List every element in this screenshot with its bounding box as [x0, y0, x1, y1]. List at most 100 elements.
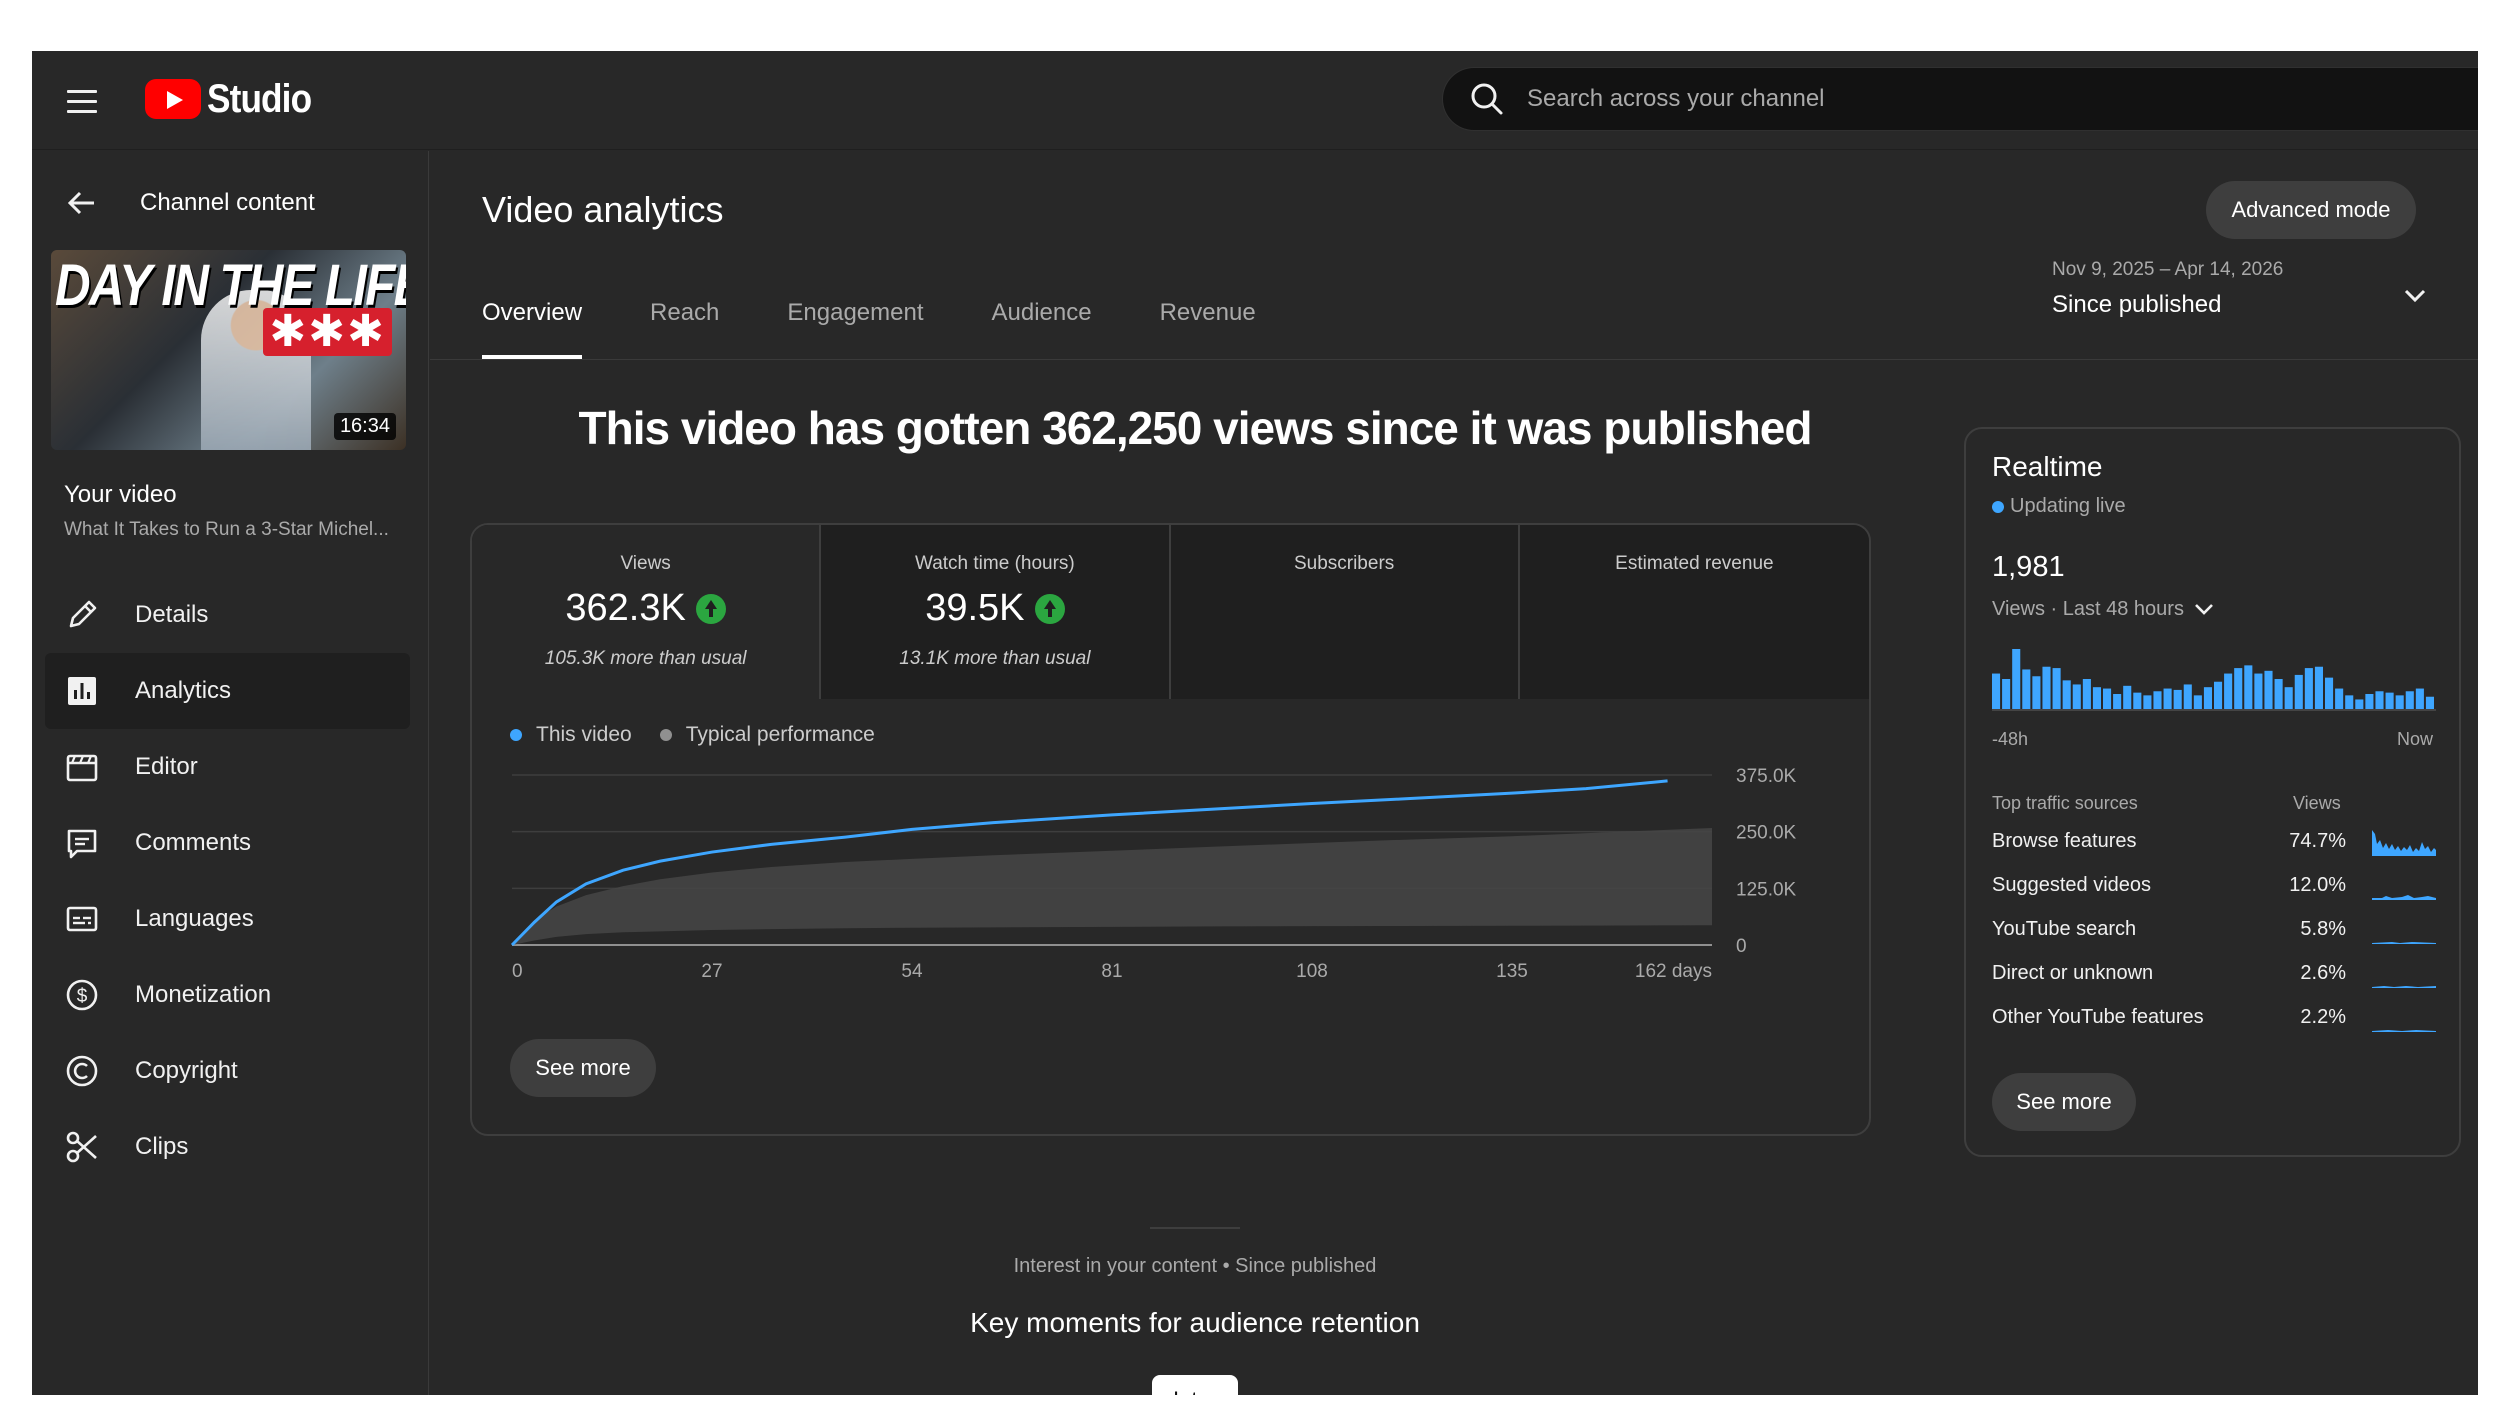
- realtime-see-more-button[interactable]: See more: [1992, 1073, 2136, 1131]
- sidebar-item-analytics[interactable]: Analytics: [45, 653, 410, 729]
- sidebar-item-label: Clips: [135, 1133, 189, 1160]
- sidebar-item-languages[interactable]: Languages: [45, 881, 410, 957]
- realtime-bar: [2123, 685, 2132, 709]
- realtime-bar: [2335, 688, 2344, 709]
- sidebar-item-label: Languages: [135, 905, 254, 932]
- sidebar-item-label: Editor: [135, 753, 198, 780]
- x-tick-label: 162 days: [1635, 961, 1712, 982]
- see-more-button[interactable]: See more: [510, 1039, 656, 1097]
- video-thumbnail[interactable]: DAY IN THE LIFE ✱✱✱ 16:34: [51, 250, 406, 450]
- realtime-bar: [2163, 688, 2172, 709]
- this-video-line: [510, 779, 1668, 947]
- tab-engagement[interactable]: Engagement: [787, 299, 924, 326]
- realtime-bar: [2415, 688, 2424, 709]
- sidebar-item-clips[interactable]: Clips: [45, 1109, 410, 1185]
- metric-subscribers[interactable]: Subscribers: [1171, 525, 1520, 699]
- search-bar[interactable]: [1442, 67, 2478, 131]
- traffic-source-row: YouTube search 5.8%: [1992, 907, 2436, 951]
- live-dot-icon: [1992, 500, 2004, 513]
- analytics-tabs: Overview Reach Engagement Audience Reven…: [482, 291, 1324, 359]
- source-percent: 74.7%: [2289, 829, 2346, 852]
- intro-chip[interactable]: Intro: [1152, 1375, 1238, 1395]
- tab-revenue[interactable]: Revenue: [1159, 299, 1256, 326]
- realtime-card: Realtime Updating live 1,981 Views · Las…: [1964, 427, 2461, 1157]
- source-name: Other YouTube features: [1992, 1005, 2204, 1028]
- sidebar-item-monetization[interactable]: $ Monetization: [45, 957, 410, 1033]
- back-label: Channel content: [140, 189, 315, 216]
- realtime-bar: [2304, 668, 2313, 709]
- page-title: Video analytics: [482, 189, 724, 230]
- metric-label: Estimated revenue: [1615, 553, 1774, 574]
- advanced-mode-button[interactable]: Advanced mode: [2206, 181, 2416, 239]
- realtime-bar: [2183, 684, 2192, 709]
- x-tick-label: 0: [512, 961, 523, 982]
- realtime-bar: [2203, 687, 2212, 709]
- live-label: Updating live: [2010, 495, 2126, 517]
- realtime-bar: [2234, 668, 2243, 709]
- search-input[interactable]: [1527, 85, 2427, 113]
- back-to-channel-content[interactable]: Channel content: [64, 183, 315, 223]
- realtime-bar: [2395, 695, 2404, 709]
- video-title: What It Takes to Run a 3-Star Michel...: [64, 519, 389, 540]
- metric-value-wrap: 362.3K: [565, 587, 726, 630]
- tab-reach[interactable]: Reach: [650, 299, 720, 326]
- sidebar-item-label: Analytics: [135, 677, 232, 704]
- traffic-source-row: Direct or unknown 2.6%: [1992, 951, 2436, 995]
- arrow-left-icon: [67, 191, 94, 215]
- traffic-source-row: Browse features 74.7%: [1992, 819, 2436, 863]
- y-tick-label: 125.0K: [1736, 879, 1797, 900]
- studio-window: Studio Channel content DAY IN THE LIFE ✱…: [32, 51, 2478, 1395]
- metric-watch-time[interactable]: Watch time (hours) 39.5K 13.1K more than…: [821, 525, 1171, 699]
- sparkline-icon: [2372, 830, 2436, 856]
- metric-comparison: 105.3K more than usual: [544, 648, 747, 669]
- sidebar-item-editor[interactable]: Editor: [45, 729, 410, 805]
- hamburger-menu-icon[interactable]: [54, 73, 110, 129]
- realtime-bar: [2365, 694, 2374, 709]
- metric-estimated-revenue[interactable]: Estimated revenue: [1520, 525, 1869, 699]
- realtime-bar: [2062, 680, 2071, 709]
- logo-text: Studio: [207, 76, 312, 121]
- realtime-axis-end: Now: [2396, 729, 2433, 749]
- sidebar-item-label: Monetization: [135, 981, 272, 1008]
- realtime-period-dropdown[interactable]: Views · Last 48 hours: [1992, 597, 2216, 621]
- chevron-down-icon: [2195, 604, 2213, 615]
- date-range-picker[interactable]: Nov 9, 2025 – Apr 14, 2026 Since publish…: [2052, 259, 2432, 339]
- realtime-bar: [2264, 670, 2273, 709]
- x-tick-label: 54: [901, 961, 923, 982]
- metric-views[interactable]: Views 362.3K 105.3K more than usual: [472, 525, 822, 699]
- tab-overview[interactable]: Overview: [482, 291, 583, 359]
- source-percent: 12.0%: [2289, 873, 2346, 896]
- legend-typical: Typical performance: [659, 723, 875, 747]
- metric-label: Subscribers: [1293, 553, 1395, 574]
- realtime-axis-start: -48h: [1992, 729, 2029, 749]
- youtube-studio-logo[interactable]: Studio: [145, 73, 325, 125]
- realtime-bar: [2284, 687, 2293, 709]
- traffic-source-row: Suggested videos 12.0%: [1992, 863, 2436, 907]
- metric-label: Views: [620, 553, 671, 574]
- realtime-bar: [2314, 666, 2323, 709]
- your-video-label: Your video: [64, 481, 177, 508]
- realtime-bar: [2173, 689, 2182, 709]
- trend-up-icon: [695, 593, 726, 624]
- date-range-label: Since published: [2052, 291, 2222, 318]
- tab-audience[interactable]: Audience: [991, 299, 1092, 326]
- x-tick-label: 108: [1296, 961, 1328, 982]
- sidebar-item-details[interactable]: Details: [45, 577, 410, 653]
- search-icon[interactable]: [1467, 79, 1507, 119]
- realtime-bar: [2274, 679, 2283, 709]
- realtime-bar: [2103, 688, 2112, 709]
- x-tick-label: 81: [1101, 961, 1122, 982]
- chevron-down-icon: [2404, 289, 2426, 303]
- metric-comparison: 13.1K more than usual: [899, 648, 1091, 669]
- legend-label: Typical performance: [685, 723, 875, 746]
- sidebar-item-comments[interactable]: Comments: [45, 805, 410, 881]
- sidebar-item-copyright[interactable]: Copyright: [45, 1033, 410, 1109]
- realtime-bar: [2345, 695, 2354, 709]
- realtime-bar: [2375, 691, 2384, 709]
- sidebar-item-label: Copyright: [135, 1057, 238, 1084]
- views-chart: 375.0K 250.0K 125.0K 0 0 27 54 81 108 135 162 days: [510, 766, 1797, 982]
- source-name: YouTube search: [1992, 917, 2137, 940]
- trend-up-icon: [1034, 593, 1065, 624]
- section-divider: [1150, 1227, 1240, 1229]
- tabs-divider: [430, 359, 2478, 360]
